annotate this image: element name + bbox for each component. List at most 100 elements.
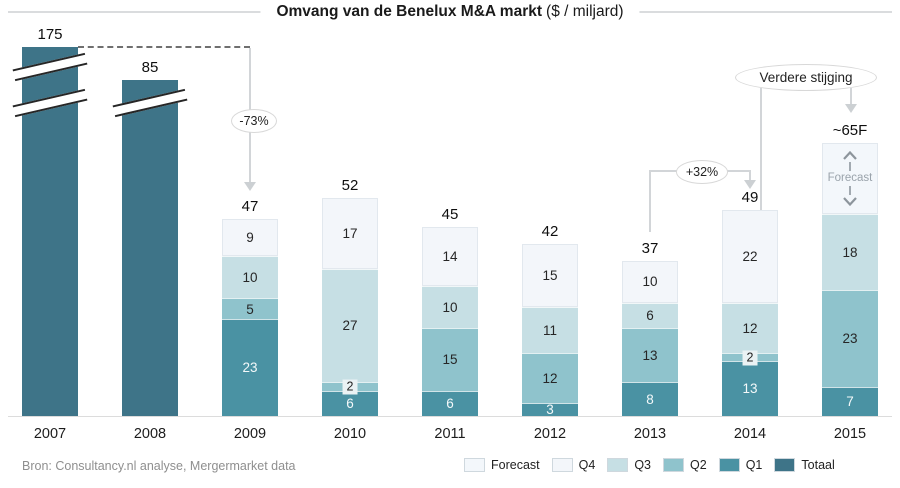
legend-label: Q2 xyxy=(690,458,707,472)
legend-item-q1: Q1 xyxy=(718,458,763,472)
bar-2009: 9 10 5 23 xyxy=(222,218,278,416)
segment-value-label: 18 xyxy=(842,244,858,260)
legend-swatch xyxy=(663,458,685,472)
segment-value-label: 6 xyxy=(646,307,654,323)
segment-value-label: 3 xyxy=(546,402,554,418)
bar-total-label-2011: 45 xyxy=(441,206,459,223)
legend-swatch xyxy=(464,458,485,472)
axis-break-mark xyxy=(12,88,88,118)
bar-2011-segment-q2: 15 xyxy=(422,327,478,391)
axis-break-mark xyxy=(12,52,88,82)
segment-value-label: 7 xyxy=(846,394,854,410)
x-axis-label-2012: 2012 xyxy=(533,426,567,442)
bar-2008 xyxy=(112,80,188,416)
segment-value-label: 23 xyxy=(842,331,858,347)
legend-label: Q1 xyxy=(745,458,763,472)
forecast-arrow-down-icon xyxy=(843,197,857,207)
legend-label: Forecast xyxy=(491,458,540,472)
segment-value-label: 2 xyxy=(742,350,758,366)
further-rise-badge: Verdere stijging xyxy=(735,64,877,91)
bar-2012-segment-q1: 3 xyxy=(522,403,578,416)
bar-2014-segment-q3: 12 xyxy=(722,302,778,353)
bar-total-label-2010: 52 xyxy=(341,176,359,194)
segment-value-label: 9 xyxy=(246,229,254,245)
bar-2009-segment-q1: 23 xyxy=(222,319,278,416)
rise-connector-vertical xyxy=(649,170,651,232)
x-axis-label-2011: 2011 xyxy=(434,426,466,442)
bar-2011-segment-q3: 10 xyxy=(422,285,478,328)
bar-2010-segment-q2: 2 xyxy=(322,379,378,395)
bar-total-label-2015: ~65F xyxy=(832,122,868,139)
bar-2013-segment-q4: 10 xyxy=(622,260,678,303)
bar-2014-segment-q1: 13 xyxy=(722,361,778,416)
segment-value-label: 13 xyxy=(742,381,758,397)
bar-2007 xyxy=(12,47,88,416)
2007-level-dashed-line xyxy=(78,46,250,48)
bar-2011-segment-q1: 6 xyxy=(422,390,478,416)
legend-item-q3: Q3 xyxy=(607,458,651,472)
note-arrow-head-icon xyxy=(845,104,857,113)
legend: Forecast Q4 Q3 Q2 Q1 Totaal xyxy=(464,458,835,472)
bar-2013-segment-q3: 6 xyxy=(622,302,678,328)
drop-arrow-head-icon xyxy=(244,182,256,191)
legend-label: Q3 xyxy=(634,458,652,472)
bar-total-label-2008: 85 xyxy=(141,59,159,76)
chart-title: Omvang van de Benelux M&A markt ($ / milj… xyxy=(260,3,640,21)
bar-2012-segment-q3: 11 xyxy=(522,306,578,353)
bar-2013: 10 6 13 8 xyxy=(622,260,678,416)
forecast-dashed-line xyxy=(849,161,851,171)
segment-value-label: 22 xyxy=(742,248,758,264)
bar-2011: 14 10 15 6 xyxy=(422,227,478,416)
rise-arrow-head-icon xyxy=(744,180,756,189)
bar-total-label-2007: 175 xyxy=(37,26,63,43)
segment-value-label: 6 xyxy=(446,396,454,412)
segment-value-label: 14 xyxy=(442,248,458,264)
bar-2015-segment-q2: 23 xyxy=(822,289,878,387)
bar-2014-segment-q2: 2 xyxy=(722,350,778,366)
x-axis-label-2010: 2010 xyxy=(333,426,367,442)
axis-break-mark xyxy=(112,88,188,118)
x-axis-label-2013: 2013 xyxy=(633,426,667,442)
bar-2013-segment-q1: 8 xyxy=(622,382,678,416)
segment-value-label: 23 xyxy=(242,360,258,376)
x-axis-line xyxy=(8,416,892,417)
bar-2010-segment-q3: 27 xyxy=(322,268,378,383)
legend-item-totaal: Totaal xyxy=(774,458,835,472)
segment-value-label: 10 xyxy=(642,273,658,289)
bar-2009-segment-q4: 9 xyxy=(222,218,278,257)
segment-value-label: 10 xyxy=(242,270,258,286)
segment-value-label: 15 xyxy=(542,267,558,283)
legend-label: Totaal xyxy=(801,458,835,472)
drop-percentage-badge: -73% xyxy=(231,109,277,133)
segment-value-label: 6 xyxy=(346,396,354,412)
note-arrow-line xyxy=(850,88,852,104)
legend-swatch xyxy=(551,458,573,472)
rise-percentage-badge: +32% xyxy=(676,160,728,184)
bar-total-label-2009: 47 xyxy=(241,197,259,215)
bar-total-label-2014: 49 xyxy=(741,189,759,207)
bar-2010-segment-q4: 17 xyxy=(322,197,378,269)
segment-value-label: 2 xyxy=(342,379,358,395)
bar-total-label-2012: 42 xyxy=(541,222,559,240)
bar-2012-segment-q2: 12 xyxy=(522,352,578,404)
bar-2015-segment-q3: 18 xyxy=(822,214,878,290)
legend-swatch xyxy=(774,458,796,472)
bar-2012: 15 11 12 3 xyxy=(522,243,578,416)
bar-2013-segment-q2: 13 xyxy=(622,327,678,383)
legend-swatch xyxy=(607,458,629,472)
segment-value-label: 10 xyxy=(442,299,458,315)
note-connector-line xyxy=(760,88,762,210)
forecast-dashed-line xyxy=(849,186,851,196)
bar-2010: 17 27 2 6 xyxy=(322,197,378,416)
bar-2009-segment-q3: 10 xyxy=(222,256,278,299)
rise-arrow-line xyxy=(749,170,751,180)
segment-value-label: 12 xyxy=(742,320,758,336)
bar-2012-segment-q4: 15 xyxy=(522,243,578,307)
bar-2015: Forecast 18 23 7 xyxy=(822,143,878,416)
chart-title-unit: ($ / miljard) xyxy=(546,3,624,20)
bar-2009-segment-q2: 5 xyxy=(222,298,278,320)
bar-2014: 22 12 2 13 xyxy=(722,210,778,416)
segment-value-label: 12 xyxy=(542,370,558,386)
